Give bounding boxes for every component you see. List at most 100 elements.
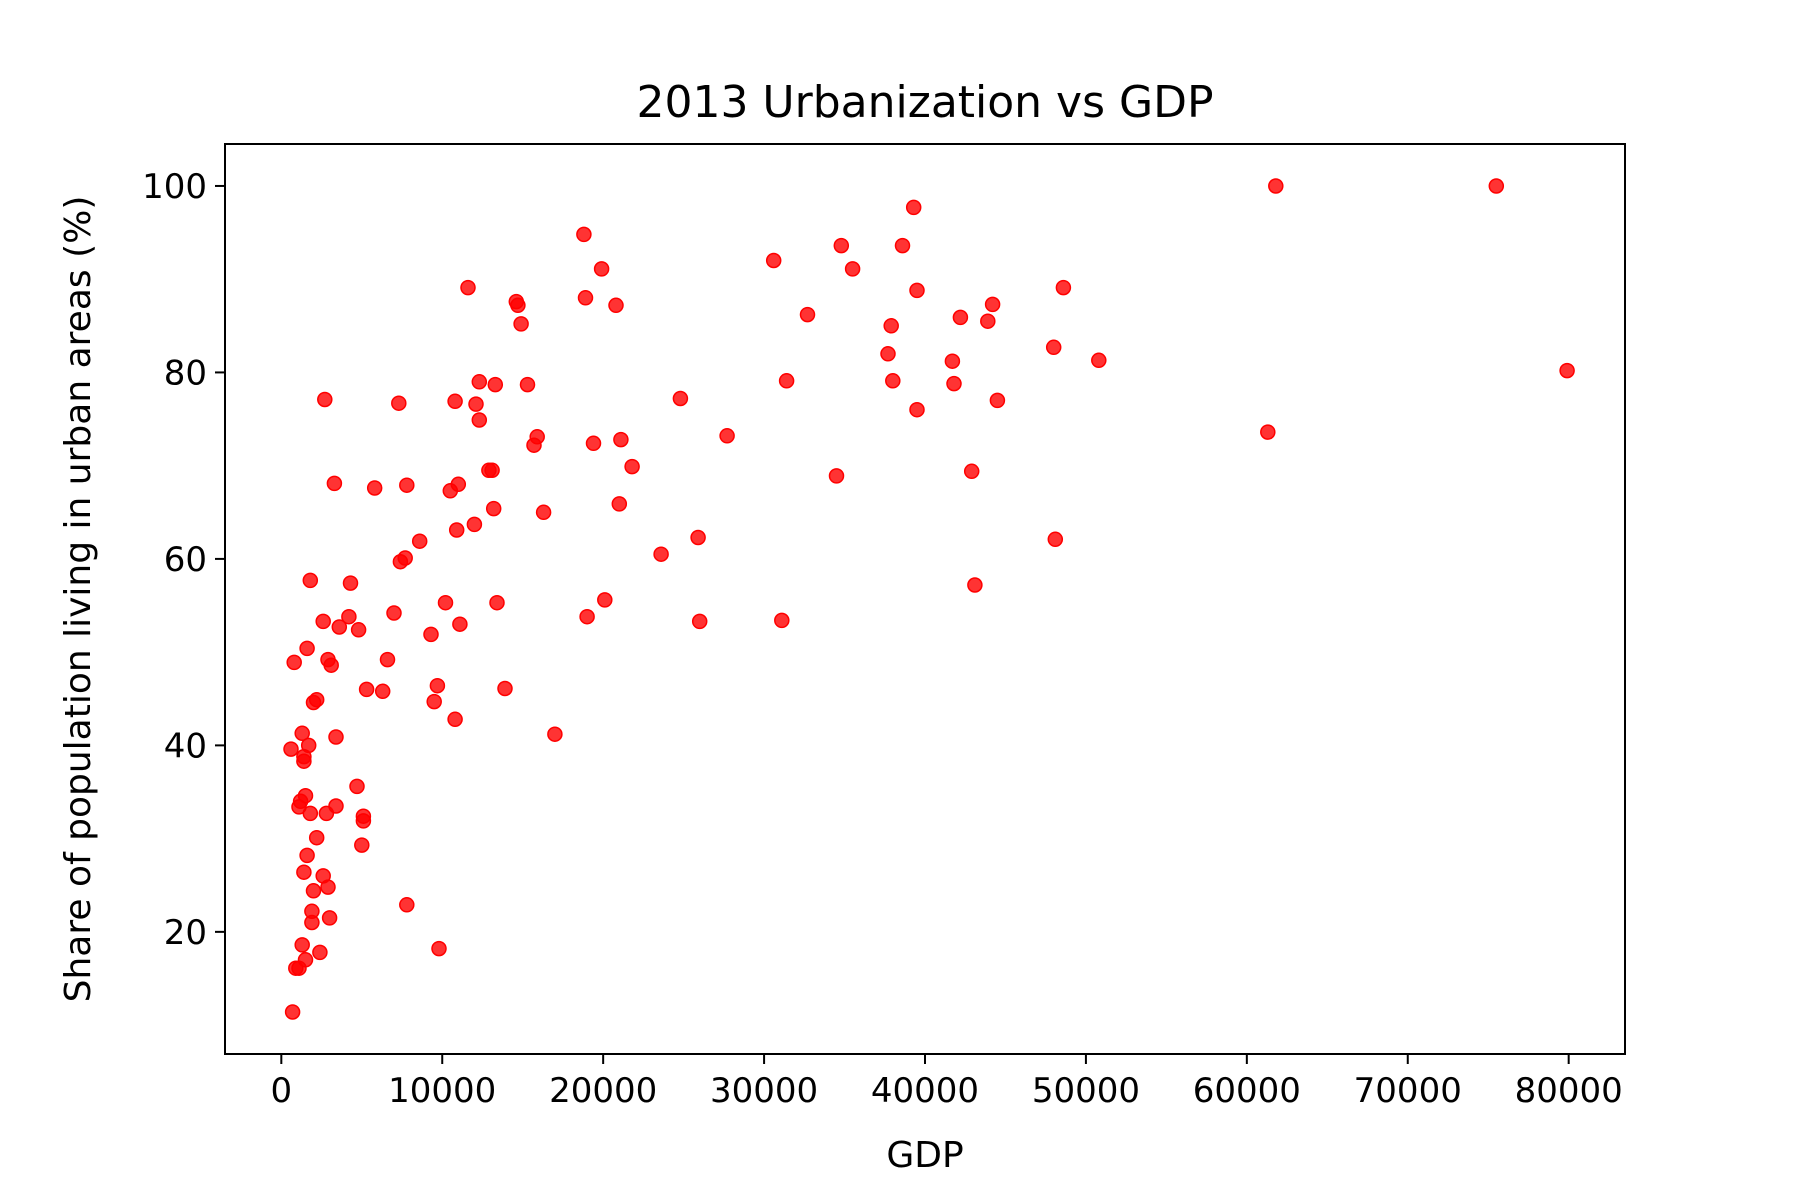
data-point	[1268, 178, 1284, 194]
data-point	[579, 608, 595, 625]
x-tick-label: 40000	[871, 1071, 979, 1111]
data-point	[315, 613, 331, 630]
data-point	[765, 252, 782, 269]
data-point	[828, 468, 845, 484]
data-point	[577, 290, 594, 306]
data-point	[328, 798, 344, 814]
data-point	[296, 864, 312, 880]
data-point	[294, 725, 310, 742]
data-point	[452, 616, 468, 632]
data-point	[909, 401, 925, 418]
data-point	[894, 237, 911, 254]
data-point	[1091, 352, 1107, 369]
data-point	[497, 680, 513, 697]
data-point	[323, 657, 339, 673]
data-point	[308, 829, 325, 846]
data-point	[379, 651, 396, 668]
data-point	[437, 594, 454, 611]
data-point	[946, 375, 962, 392]
data-point	[963, 463, 980, 480]
data-point	[342, 575, 359, 591]
y-tick-label: 40	[164, 726, 207, 766]
data-point	[297, 787, 314, 804]
data-point	[1045, 339, 1062, 356]
y-tick-label: 100	[142, 167, 207, 207]
data-point	[980, 313, 996, 329]
data-point	[799, 306, 816, 323]
data-point	[513, 316, 529, 332]
data-point	[321, 910, 338, 926]
data-point	[399, 477, 415, 493]
y-axis-ticks: 20 40 60 80 100	[142, 167, 225, 953]
data-point	[426, 693, 442, 710]
data-point	[547, 726, 563, 742]
data-point	[423, 626, 439, 643]
data-point	[312, 944, 328, 961]
data-point	[535, 504, 552, 521]
data-point	[358, 681, 375, 698]
data-point	[952, 309, 969, 326]
x-tick-label: 0	[271, 1071, 293, 1111]
data-point	[299, 640, 315, 657]
data-point	[519, 376, 536, 393]
data-point	[510, 297, 526, 314]
data-point	[529, 429, 545, 445]
data-point	[350, 622, 367, 638]
data-point	[447, 393, 463, 410]
x-tick-label: 70000	[1354, 1071, 1462, 1111]
plot-area	[224, 143, 1626, 1055]
data-point	[447, 711, 463, 728]
y-tick-label: 80	[164, 353, 207, 393]
data-point	[1488, 178, 1505, 194]
data-point	[391, 395, 407, 411]
data-point	[487, 376, 504, 393]
data-point	[989, 392, 1006, 409]
data-point	[284, 1004, 301, 1020]
x-axis-label: GDP	[886, 1135, 963, 1176]
x-tick-label: 20000	[549, 1071, 657, 1111]
chart-title: 2013 Urbanization vs GDP	[636, 77, 1213, 128]
data-point	[613, 431, 629, 448]
data-point	[585, 435, 602, 452]
data-point	[1047, 531, 1064, 548]
data-point	[341, 608, 357, 625]
data-point	[317, 391, 333, 408]
data-point	[719, 428, 735, 444]
x-tick-label: 80000	[1515, 1071, 1623, 1111]
data-point	[460, 279, 476, 296]
data-point	[1260, 424, 1276, 440]
data-point	[466, 516, 483, 533]
data-point	[397, 550, 413, 566]
data-point	[294, 937, 310, 953]
data-point	[905, 199, 922, 216]
data-point	[399, 897, 415, 913]
data-point	[286, 654, 302, 671]
data-point	[349, 778, 365, 795]
data-point	[331, 619, 348, 635]
data-point	[374, 683, 391, 700]
data-point	[300, 737, 317, 754]
data-point	[880, 346, 896, 362]
data-points	[283, 178, 1575, 1020]
data-point	[984, 296, 1001, 313]
x-tick-label: 50000	[1032, 1071, 1140, 1111]
data-point	[485, 500, 502, 517]
data-point	[471, 412, 488, 428]
data-point	[944, 353, 961, 369]
data-point	[386, 605, 402, 621]
data-point	[690, 529, 706, 546]
data-point	[844, 261, 861, 277]
x-tick-label: 60000	[1193, 1071, 1301, 1111]
x-tick-label: 10000	[388, 1071, 496, 1111]
data-point	[672, 390, 689, 407]
y-tick-label: 20	[164, 913, 207, 953]
data-point	[431, 940, 447, 957]
data-point	[653, 546, 669, 562]
data-point	[576, 226, 592, 243]
data-point	[1055, 279, 1072, 296]
data-point	[597, 592, 613, 608]
data-point	[833, 237, 850, 254]
data-point	[355, 813, 372, 829]
data-point	[411, 533, 428, 549]
